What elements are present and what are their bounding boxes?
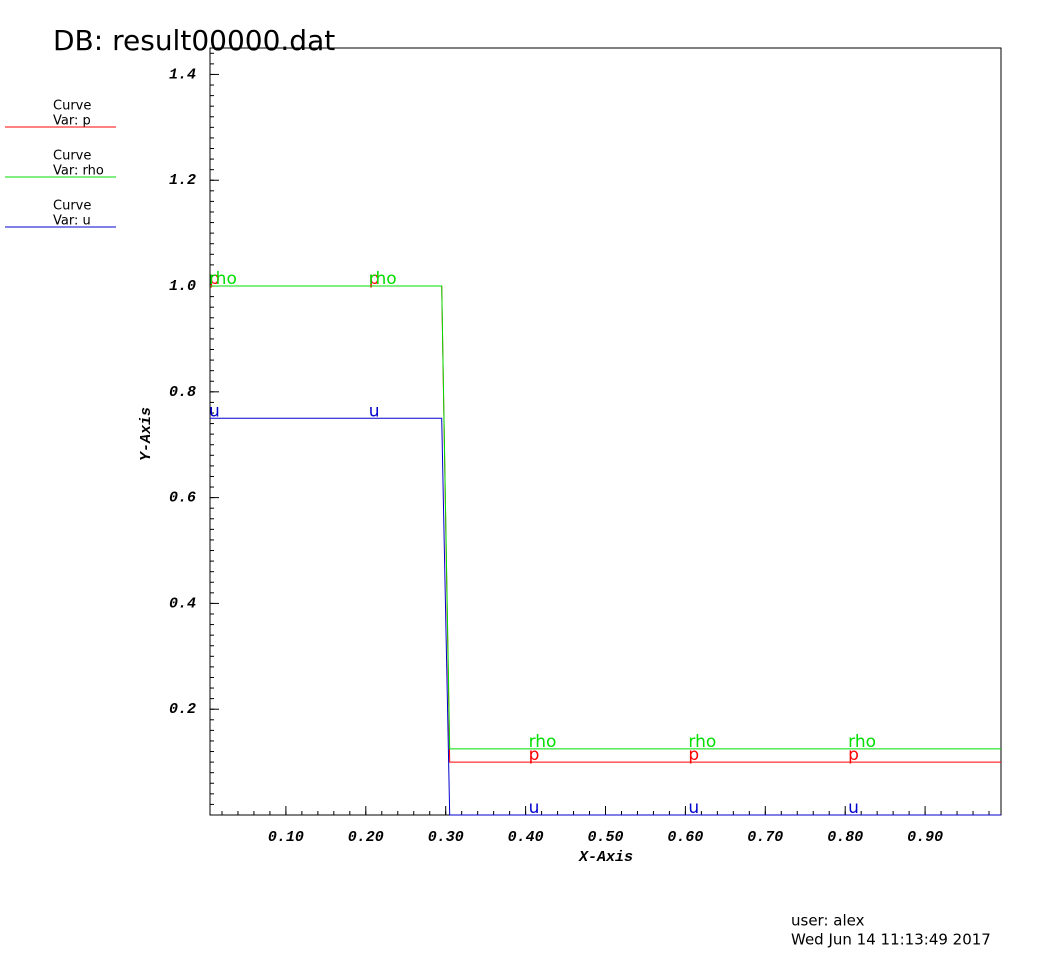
y-tick-label: 1.2: [169, 172, 196, 189]
legend-label: Var: rho: [53, 164, 104, 179]
series-line: [210, 285, 1001, 750]
x-tick-label: 0.80: [827, 829, 863, 846]
legend-heading: Curve: [53, 199, 91, 214]
footer-date: Wed Jun 14 11:13:49 2017: [791, 931, 991, 949]
curve-label: rho: [369, 269, 397, 289]
curve-label: u: [529, 798, 540, 818]
plot-frame: [209, 47, 1002, 816]
x-tick-label: 0.60: [667, 829, 703, 846]
x-axis-label: X-Axis: [578, 849, 633, 866]
x-tick-label: 0.50: [587, 829, 623, 846]
y-tick-label: 0.2: [169, 701, 196, 718]
series-line: [210, 285, 1001, 763]
curve-label: rho: [529, 732, 557, 752]
x-tick-label: 0.40: [508, 829, 544, 846]
curve-label: rho: [688, 732, 716, 752]
legend-label: Var: u: [53, 214, 91, 229]
legend-heading: Curve: [53, 99, 91, 114]
curve-label: p: [369, 269, 380, 289]
legend-label: Var: p: [53, 114, 91, 129]
y-tick-label: 0.4: [169, 595, 196, 612]
curve-label: p: [688, 745, 699, 765]
x-tick-label: 0.20: [348, 829, 384, 846]
curve-label: rho: [848, 732, 876, 752]
x-tick-label: 0.10: [268, 829, 304, 846]
curve-label: u: [688, 798, 699, 818]
y-tick-label: 1.4: [169, 66, 196, 83]
series-line: [210, 417, 1001, 816]
y-tick-label: 1.0: [169, 278, 196, 295]
curve-label: u: [209, 401, 220, 421]
x-tick-label: 0.70: [747, 829, 783, 846]
legend-heading: Curve: [53, 149, 91, 164]
y-axis-label: Y-Axis: [138, 407, 155, 461]
curve-label: p: [848, 745, 859, 765]
curve-label: p: [529, 745, 540, 765]
curve-label: p: [209, 269, 220, 289]
curve-label: u: [848, 798, 859, 818]
chart-title: DB: result00000.dat: [53, 24, 335, 57]
x-tick-label: 0.30: [428, 829, 464, 846]
y-tick-label: 0.8: [169, 384, 196, 401]
curve-label: u: [369, 401, 380, 421]
footer-user: user: alex: [791, 912, 865, 930]
y-tick-label: 0.6: [169, 490, 196, 507]
x-tick-label: 0.90: [907, 829, 943, 846]
curve-label: rho: [209, 269, 237, 289]
